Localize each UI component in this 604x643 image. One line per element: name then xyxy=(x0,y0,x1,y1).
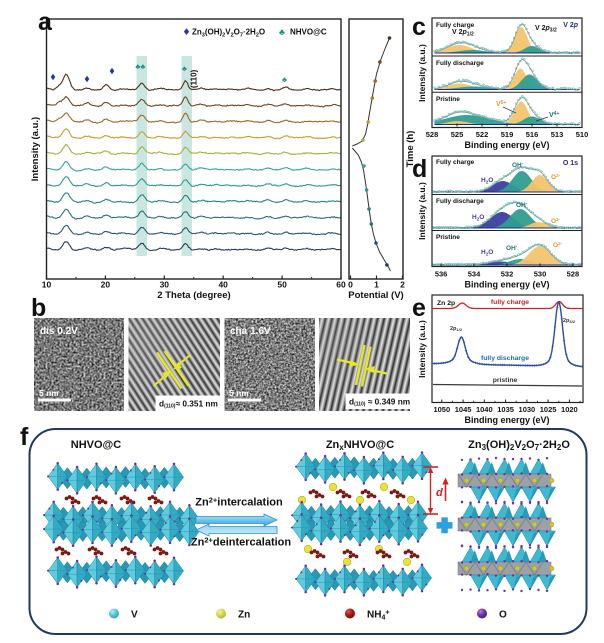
svg-text:60: 60 xyxy=(336,280,346,290)
svg-text:Intensity (a.u.): Intensity (a.u.) xyxy=(417,44,427,102)
svg-text:(110): (110) xyxy=(190,69,199,88)
svg-text:pristine: pristine xyxy=(493,377,518,384)
svg-text:2 Theta (degree): 2 Theta (degree) xyxy=(157,290,230,301)
svg-text:O2-: O2- xyxy=(553,241,563,249)
svg-text:1025: 1025 xyxy=(540,405,557,414)
svg-text:a: a xyxy=(38,8,53,36)
svg-text:5 nm: 5 nm xyxy=(229,388,249,398)
svg-text:519: 519 xyxy=(501,130,514,139)
svg-text:V4+: V4+ xyxy=(549,111,559,119)
svg-text:♣: ♣ xyxy=(140,62,145,71)
svg-text:♣: ♣ xyxy=(282,75,287,84)
svg-text:H2O: H2O xyxy=(481,249,493,257)
svg-text:dis 0.2V: dis 0.2V xyxy=(40,326,78,337)
svg-text:V: V xyxy=(131,610,138,621)
svg-text:V5+: V5+ xyxy=(496,100,506,108)
svg-text:OH-: OH- xyxy=(516,201,528,209)
svg-text:530: 530 xyxy=(534,270,547,279)
svg-text:532: 532 xyxy=(501,270,514,279)
svg-text:♣: ♣ xyxy=(279,27,285,37)
svg-text:5 nm: 5 nm xyxy=(39,388,59,398)
svg-text:Intensity (a.u.): Intensity (a.u.) xyxy=(417,182,427,240)
svg-text:0: 0 xyxy=(348,280,353,290)
svg-text:1020: 1020 xyxy=(561,405,578,414)
svg-text:Zn: Zn xyxy=(238,610,250,621)
svg-text:Zn3(OH)2V2O7·2H2O: Zn3(OH)2V2O7·2H2O xyxy=(192,28,265,39)
svg-text:Zn2+deintercalation: Zn2+deintercalation xyxy=(191,536,292,549)
svg-text:d(110)≈ 0.351 nm: d(110)≈ 0.351 nm xyxy=(159,399,218,410)
svg-text:Zn3(OH)2V2O7·2H2O: Zn3(OH)2V2O7·2H2O xyxy=(468,439,570,452)
svg-text:O2-: O2- xyxy=(551,173,561,181)
svg-text:1040: 1040 xyxy=(476,405,493,414)
svg-text:Potential (V): Potential (V) xyxy=(348,290,403,301)
svg-text:d: d xyxy=(436,487,443,499)
svg-text:30: 30 xyxy=(160,280,170,290)
svg-text:ZnxNHVO@C: ZnxNHVO@C xyxy=(326,439,394,452)
svg-text:NHVO@C: NHVO@C xyxy=(290,28,327,37)
svg-text:50: 50 xyxy=(277,280,287,290)
svg-text:O 1s: O 1s xyxy=(563,160,578,167)
svg-text:522: 522 xyxy=(476,130,489,139)
svg-text:e: e xyxy=(412,294,426,322)
svg-text:Binding energy (eV): Binding energy (eV) xyxy=(464,415,549,425)
svg-text:Zn 2p: Zn 2p xyxy=(437,300,455,307)
svg-text:d(110) ≈ 0.349 nm: d(110) ≈ 0.349 nm xyxy=(349,397,410,408)
svg-text:Fully discharge: Fully discharge xyxy=(436,60,484,67)
svg-text:b: b xyxy=(31,294,46,322)
svg-text:d: d xyxy=(412,155,427,183)
svg-text:40: 40 xyxy=(218,280,228,290)
svg-text:Intensity (a.u.): Intensity (a.u.) xyxy=(30,117,41,181)
svg-text:20: 20 xyxy=(101,280,111,290)
svg-text:♣: ♣ xyxy=(135,62,140,71)
svg-text:OH-: OH- xyxy=(506,244,518,252)
svg-text:536: 536 xyxy=(435,270,448,279)
svg-text:1050: 1050 xyxy=(433,405,450,414)
svg-text:534: 534 xyxy=(468,270,481,279)
svg-text:f: f xyxy=(20,423,29,451)
svg-text:Pristine: Pristine xyxy=(436,96,460,103)
svg-text:Fully charge: Fully charge xyxy=(436,22,475,29)
svg-text:Fully charge: Fully charge xyxy=(436,159,475,166)
svg-text:c: c xyxy=(412,13,426,41)
svg-text:H2O: H2O xyxy=(481,177,493,185)
svg-text:V 2p1/2: V 2p1/2 xyxy=(452,29,474,38)
svg-text:528: 528 xyxy=(426,130,439,139)
svg-text:1045: 1045 xyxy=(455,405,472,414)
svg-text:513: 513 xyxy=(551,130,564,139)
svg-text:fully discharge: fully discharge xyxy=(481,355,529,362)
svg-text:Intensity (a.u.): Intensity (a.u.) xyxy=(417,320,427,378)
svg-text:2p1/2: 2p1/2 xyxy=(450,326,463,332)
svg-text:516: 516 xyxy=(526,130,539,139)
svg-text:1035: 1035 xyxy=(497,405,514,414)
svg-text:Zn2+intercalation: Zn2+intercalation xyxy=(195,496,283,509)
svg-text:OH-: OH- xyxy=(512,161,524,169)
svg-text:525: 525 xyxy=(451,130,464,139)
svg-text:V 2p3/2: V 2p3/2 xyxy=(535,25,557,34)
svg-text:Time (h): Time (h) xyxy=(405,131,416,168)
svg-text:1030: 1030 xyxy=(519,405,536,414)
svg-text:2: 2 xyxy=(400,280,405,290)
svg-text:510: 510 xyxy=(576,130,589,139)
svg-text:Binding energy (eV): Binding energy (eV) xyxy=(464,140,549,150)
svg-text:fully charge: fully charge xyxy=(491,299,529,306)
svg-text:O2-: O2- xyxy=(551,217,561,225)
svg-text:H2O: H2O xyxy=(472,214,484,222)
svg-text:cha 1.6V: cha 1.6V xyxy=(230,326,271,337)
svg-text:Binding energy (eV): Binding energy (eV) xyxy=(464,280,549,290)
svg-text:2p3/2: 2p3/2 xyxy=(563,318,576,324)
svg-text:♣: ♣ xyxy=(182,64,187,73)
svg-text:NHVO@C: NHVO@C xyxy=(71,439,122,451)
svg-text:10: 10 xyxy=(42,280,52,290)
svg-text:V 2p: V 2p xyxy=(563,22,579,29)
svg-text:1: 1 xyxy=(374,280,379,290)
svg-text:528: 528 xyxy=(567,270,580,279)
svg-text:Fully discharge: Fully discharge xyxy=(436,198,484,205)
svg-text:O: O xyxy=(499,610,507,621)
svg-text:Pristine: Pristine xyxy=(436,234,460,241)
